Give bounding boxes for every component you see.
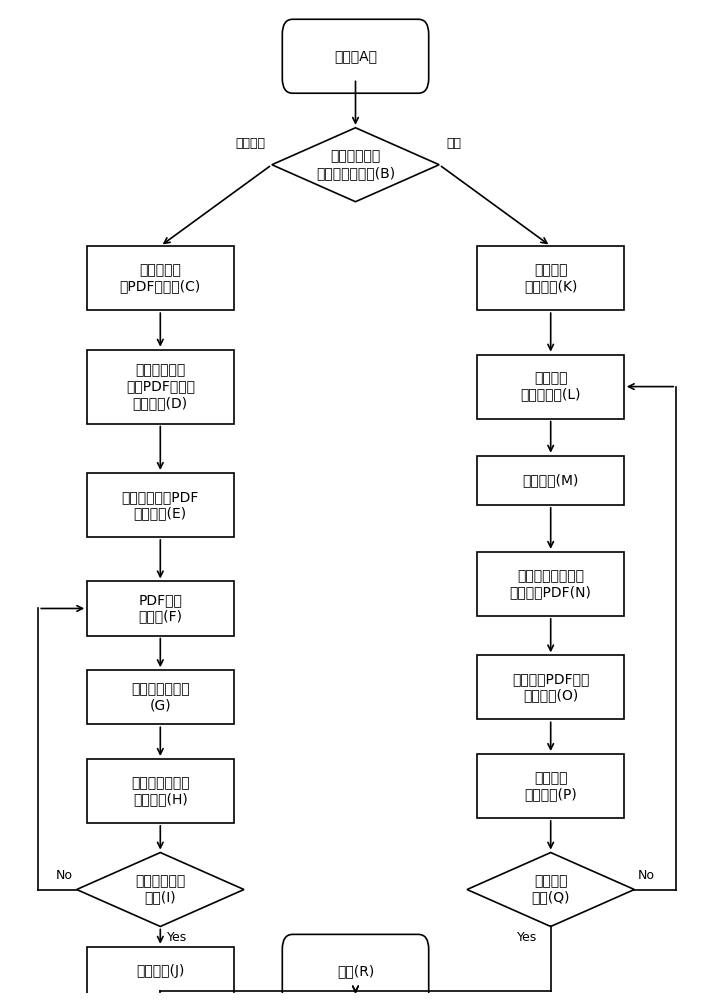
Bar xyxy=(87,473,233,537)
Bar xyxy=(478,355,624,419)
Text: 建模误差是否
合格(I): 建模误差是否 合格(I) xyxy=(135,874,186,905)
Bar xyxy=(87,350,233,424)
Polygon shape xyxy=(272,128,439,202)
Text: 读取模型训
练PDF样本集(C): 读取模型训 练PDF样本集(C) xyxy=(119,263,201,293)
Text: Yes: Yes xyxy=(167,931,188,944)
Text: 输出纤维形态PDF
权值解耦(E): 输出纤维形态PDF 权值解耦(E) xyxy=(122,490,199,520)
Text: 模型训练及参数
矩阵确定(H): 模型训练及参数 矩阵确定(H) xyxy=(131,776,190,806)
Text: 构建纤维形态
分布PDF瞬时平
方根模型(D): 构建纤维形态 分布PDF瞬时平 方根模型(D) xyxy=(126,363,195,410)
Text: 预测: 预测 xyxy=(446,137,461,150)
Text: 预测运算(M): 预测运算(M) xyxy=(523,473,579,487)
Bar xyxy=(478,655,624,719)
Text: 模型训练或纤
维形态分布预测(B): 模型训练或纤 维形态分布预测(B) xyxy=(316,150,395,180)
Text: 模型输出权值还原
纤维形态PDF(N): 模型输出权值还原 纤维形态PDF(N) xyxy=(510,569,592,599)
Text: 预测输出
结果保存(P): 预测输出 结果保存(P) xyxy=(524,771,577,801)
Text: 模型训练: 模型训练 xyxy=(235,137,265,150)
Bar xyxy=(478,754,624,818)
FancyBboxPatch shape xyxy=(282,934,429,1000)
Text: No: No xyxy=(638,869,655,882)
Text: 读取模型
输入样本集(L): 读取模型 输入样本集(L) xyxy=(520,371,581,402)
Polygon shape xyxy=(467,853,634,926)
Bar xyxy=(478,552,624,616)
Bar xyxy=(87,759,233,823)
Text: 保存模型(J): 保存模型(J) xyxy=(136,964,184,978)
Text: No: No xyxy=(56,869,73,882)
Text: 结束(R): 结束(R) xyxy=(337,964,374,978)
Text: Yes: Yes xyxy=(516,931,537,944)
Text: PDF权值
预处理(F): PDF权值 预处理(F) xyxy=(139,593,182,624)
Text: 是否预测
结束(Q): 是否预测 结束(Q) xyxy=(531,874,570,905)
Text: 开始（A）: 开始（A） xyxy=(334,49,377,63)
Text: 读取已训
练好模型(K): 读取已训 练好模型(K) xyxy=(524,263,577,293)
Bar xyxy=(87,947,233,996)
Bar xyxy=(478,246,624,310)
FancyBboxPatch shape xyxy=(282,19,429,93)
Bar xyxy=(87,670,233,724)
Bar xyxy=(478,456,624,505)
Text: 纤维形态PDF预测
结果显示(O): 纤维形态PDF预测 结果显示(O) xyxy=(512,672,589,702)
Bar xyxy=(87,246,233,310)
Bar xyxy=(87,581,233,636)
Text: 初始化模型参数
(G): 初始化模型参数 (G) xyxy=(131,682,190,712)
Polygon shape xyxy=(77,853,244,926)
